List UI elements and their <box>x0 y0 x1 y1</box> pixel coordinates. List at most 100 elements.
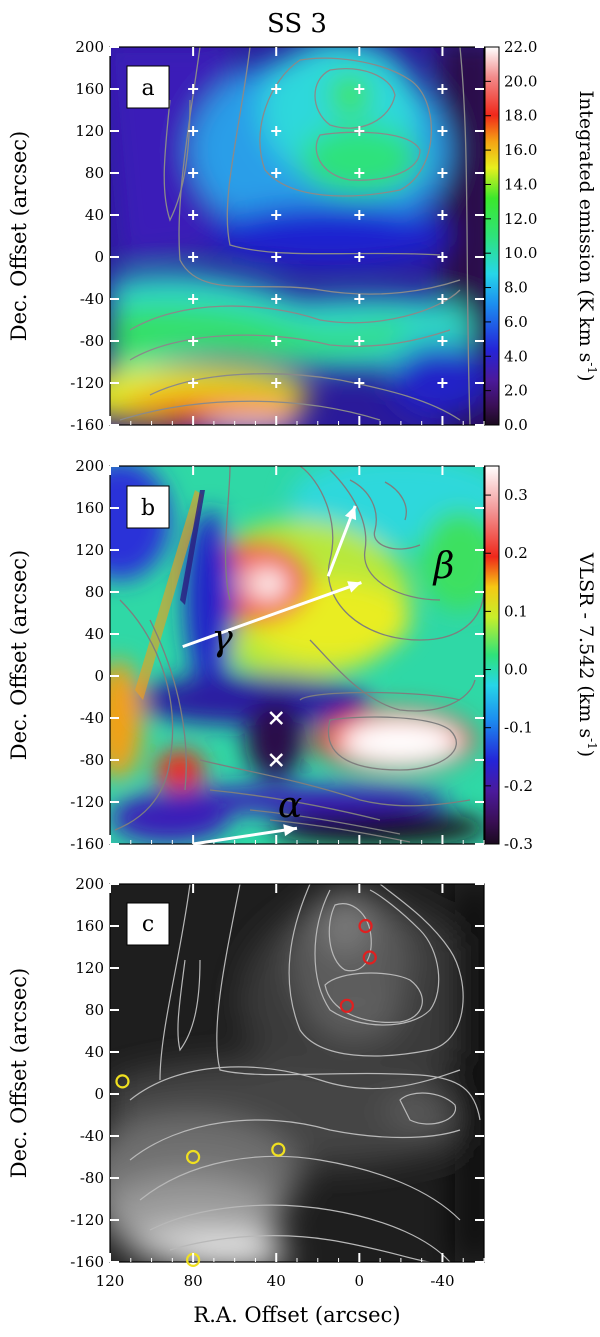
panel-b-annotations: α β γ <box>182 505 455 846</box>
panel-b-ylabel: Dec. Offset (arcsec) <box>7 550 31 761</box>
yellow-circle-marker <box>271 1142 286 1157</box>
panel-b-cross-markers <box>269 711 284 767</box>
plus-marker <box>354 126 365 136</box>
plus-marker <box>354 210 365 220</box>
ytick-label: 120 <box>75 959 104 977</box>
xtick-label: 120 <box>96 1272 125 1290</box>
plus-marker <box>354 252 365 262</box>
plus-marker <box>354 168 365 178</box>
cbar-tick-label: -0.3 <box>504 835 533 853</box>
cbar-tick-label: 0.0 <box>504 661 528 679</box>
panel-a-ytick-labels: -160 -120 -80 -40 0 40 80 120 160 200 <box>70 38 104 434</box>
panel-b-colorbar-ticks: -0.3 -0.2 -0.1 0.0 0.1 0.2 0.3 <box>485 486 533 853</box>
plus-marker <box>271 252 282 262</box>
red-circle-marker <box>362 950 377 965</box>
ytick-label: -80 <box>80 1169 104 1187</box>
ytick-label: -40 <box>80 1127 104 1145</box>
cbar-tick-label: 22.0 <box>504 38 537 56</box>
ytick-label: 120 <box>75 541 104 559</box>
plus-marker <box>271 336 282 346</box>
plus-marker <box>188 84 199 94</box>
plus-marker <box>437 84 448 94</box>
ytick-label: -40 <box>80 709 104 727</box>
panel-b-colorbar <box>484 465 500 845</box>
cbar-tick-label: -0.2 <box>504 777 533 795</box>
cbar-tick-label: 14.0 <box>504 175 537 193</box>
cbar-tick-label: 2.0 <box>504 382 528 400</box>
plus-marker <box>437 210 448 220</box>
ytick-label: 0 <box>94 248 104 266</box>
plus-marker <box>437 168 448 178</box>
cbar-tick-label: 8.0 <box>504 279 528 297</box>
panel-b-colorbar-label: VLSR - 7.542 (km s-1) <box>575 552 599 757</box>
panel-a-colorbar <box>484 46 500 426</box>
cbar-tick-label: 0.1 <box>504 602 528 620</box>
plus-marker <box>271 378 282 388</box>
panel-a-ticks <box>109 46 485 426</box>
panel-c-ticks <box>109 883 485 1263</box>
figure-title: SS 3 <box>267 9 327 39</box>
cbar-tick-label: 6.0 <box>504 313 528 331</box>
xtick-label: 40 <box>267 1272 286 1290</box>
cbar-tick-label: 12.0 <box>504 210 537 228</box>
cbar-tick-label: 18.0 <box>504 107 537 125</box>
plus-marker <box>188 336 199 346</box>
ytick-label: 40 <box>85 1043 104 1061</box>
annotation-label: β <box>432 546 455 587</box>
red-circle-marker <box>358 918 373 934</box>
annotation-arrow: β <box>326 505 455 587</box>
ytick-label: 160 <box>75 499 104 517</box>
cross-marker <box>269 753 284 767</box>
annotation-label: α <box>278 785 302 826</box>
panel-c-xlabel: R.A. Offset (arcsec) <box>193 1303 400 1327</box>
plus-marker <box>437 252 448 262</box>
ytick-label: -160 <box>70 1253 104 1271</box>
plus-marker <box>188 126 199 136</box>
panel-c-ytick-labels: -160 -120 -80 -40 0 40 80 120 160 200 <box>70 875 104 1271</box>
annotation-arrow: α <box>192 785 302 846</box>
panel-a-ylabel: Dec. Offset (arcsec) <box>7 131 31 342</box>
ytick-label: 80 <box>85 583 104 601</box>
ytick-label: 160 <box>75 80 104 98</box>
annotation-label: γ <box>211 618 233 659</box>
ytick-label: -160 <box>70 835 104 853</box>
ytick-label: 0 <box>94 667 104 685</box>
ytick-label: 0 <box>94 1085 104 1103</box>
ytick-label: 40 <box>85 625 104 643</box>
plus-marker <box>188 210 199 220</box>
plus-marker <box>188 294 199 304</box>
plus-marker <box>354 294 365 304</box>
cbar-tick-label: -0.1 <box>504 719 533 737</box>
ytick-label: 200 <box>75 457 104 475</box>
plus-marker <box>354 378 365 388</box>
ytick-label: -80 <box>80 751 104 769</box>
plus-marker <box>188 168 199 178</box>
cbar-tick-label: 0.2 <box>504 544 528 562</box>
panel-c-label: c <box>142 912 154 937</box>
ytick-label: 40 <box>85 206 104 224</box>
ytick-label: -120 <box>70 374 104 392</box>
panel-b-map <box>110 466 484 844</box>
panel-a: -160 -120 -80 -40 0 40 80 120 160 200 a 0.0 2.0 4.0… <box>7 38 599 434</box>
cbar-tick-label: 0.0 <box>504 416 528 434</box>
plus-marker <box>271 210 282 220</box>
ytick-label: 200 <box>75 875 104 893</box>
panel-c-label-box <box>126 902 170 946</box>
panel-a-colorbar-label: Integrated emission (K km s-1) <box>575 91 599 382</box>
panel-b-label-box <box>126 485 170 529</box>
cbar-tick-label: 0.3 <box>504 486 528 504</box>
plus-marker <box>437 126 448 136</box>
panel-c-map <box>110 884 484 1262</box>
xtick-label: 80 <box>184 1272 203 1290</box>
panel-c: -160 -120 -80 -40 0 40 80 120 160 200 120 80 40 0 -40… <box>7 875 485 1327</box>
panel-a-map <box>110 47 484 425</box>
plus-marker <box>188 378 199 388</box>
panel-a-label-box <box>126 65 170 109</box>
ytick-label: -120 <box>70 1211 104 1229</box>
cbar-tick-label: 4.0 <box>504 347 528 365</box>
ytick-label: 80 <box>85 1001 104 1019</box>
xtick-label: -40 <box>430 1272 454 1290</box>
xtick-label: 0 <box>355 1272 365 1290</box>
